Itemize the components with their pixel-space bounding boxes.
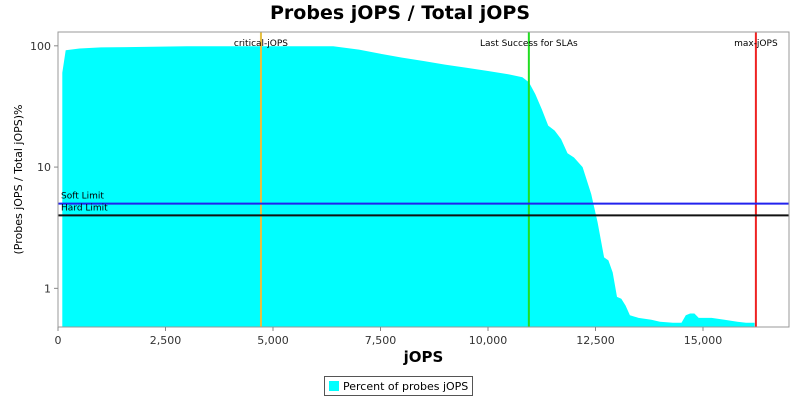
x-axis-label: jOPS (403, 348, 444, 366)
axis-layer: 0 2,500 5,000 7,500 10,000 12,500 15,000 1 10 100 (30, 40, 722, 347)
x-tick-label-2: 5,000 (257, 334, 289, 347)
x-tick-label-5: 12,500 (576, 334, 615, 347)
series-area-0 (62, 46, 755, 328)
y-tick-label-2: 100 (30, 40, 51, 53)
x-tick-label-1: 2,500 (150, 334, 182, 347)
threshold-label-1: Hard Limit (61, 203, 108, 213)
legend: Percent of probes jOPS (324, 376, 474, 396)
x-tick-label-6: 15,000 (684, 334, 723, 347)
x-tick-label-4: 10,000 (469, 334, 508, 347)
plot-frame (57, 31, 790, 328)
y-tick-label-1: 10 (37, 161, 51, 174)
legend-label: Percent of probes jOPS (343, 379, 469, 393)
x-tick-label-3: 7,500 (365, 334, 397, 347)
marker-label-1: Last Success for SLAs (480, 39, 578, 49)
chart-title: Probes jOPS / Total jOPS (270, 2, 530, 24)
y-axis-label: (Probes jOPS / Total jOPS)% (12, 104, 25, 254)
area-layer (62, 46, 755, 328)
y-tick-label-0: 1 (44, 282, 51, 295)
x-tick-label-0: 0 (55, 334, 62, 347)
marker-label-2: max-jOPS (734, 39, 778, 49)
line-layer: critical-jOPS Last Success for SLAs max-jO… (58, 32, 789, 327)
legend-swatch-icon (329, 381, 339, 391)
marker-label-0: critical-jOPS (234, 39, 288, 49)
threshold-label-0: Soft Limit (61, 192, 104, 202)
